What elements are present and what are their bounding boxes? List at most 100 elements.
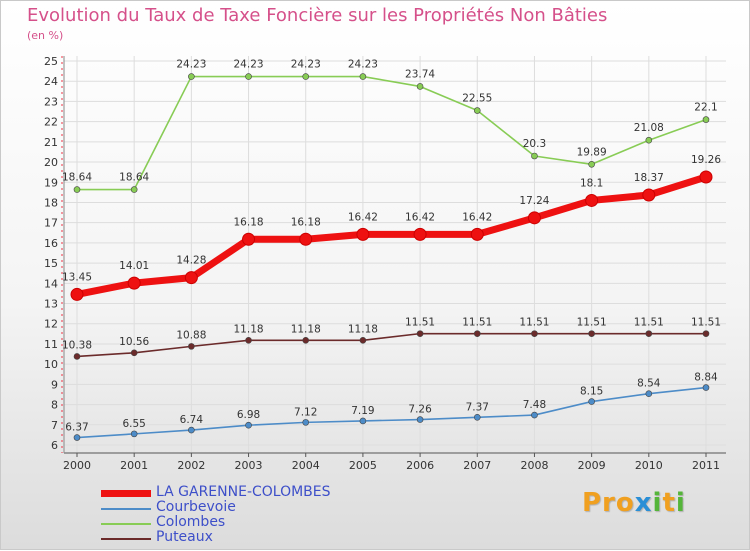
data-point [188, 426, 195, 434]
data-label: 19.89 [577, 146, 607, 158]
legend-label: Courbevoie [156, 499, 236, 515]
series-line-colombes [76, 75, 707, 191]
series-line-courbevoie [76, 386, 707, 439]
data-label: 22.1 [694, 102, 717, 114]
data-label: 6.55 [122, 418, 145, 430]
data-point [531, 152, 538, 160]
legend-swatch [101, 508, 151, 510]
data-point [302, 73, 310, 80]
data-point [473, 107, 481, 114]
y-tick-label: 7 [51, 419, 58, 432]
data-label: 16.18 [291, 216, 321, 228]
data-label: 24.23 [176, 59, 206, 71]
data-point [699, 170, 713, 184]
data-label: 16.42 [462, 211, 492, 223]
data-point [642, 188, 656, 202]
data-point [702, 384, 710, 391]
y-tick-label: 12 [44, 318, 58, 331]
legend-label: Puteaux [156, 529, 213, 545]
data-label: 11.51 [691, 317, 721, 329]
data-label: 18.37 [634, 172, 664, 184]
data-point [645, 330, 653, 337]
data-point [302, 419, 310, 426]
data-label: 14.01 [119, 260, 149, 272]
data-label: 13.45 [62, 271, 92, 283]
data-label: 23.74 [405, 68, 435, 80]
data-label: 11.51 [519, 317, 549, 329]
data-point [473, 414, 481, 421]
data-point [531, 411, 538, 419]
y-tick-label: 13 [44, 298, 58, 311]
data-point [588, 330, 595, 337]
data-point [245, 421, 252, 429]
data-point [531, 330, 538, 337]
data-label: 10.88 [176, 329, 206, 341]
data-point [470, 227, 484, 241]
x-tick-label: 2006 [406, 459, 434, 472]
x-tick-label: 2005 [349, 459, 377, 472]
y-tick-label: 8 [51, 399, 58, 412]
x-tick-label: 2011 [692, 459, 720, 472]
series-line-puteaux [76, 332, 707, 358]
data-label: 11.18 [234, 323, 264, 335]
y-tick-label: 18 [44, 196, 58, 209]
data-label: 24.23 [348, 59, 378, 71]
legend-label: Colombes [156, 514, 226, 530]
data-label: 11.51 [405, 317, 435, 329]
data-point [73, 434, 81, 441]
y-tick-label: 20 [44, 156, 58, 169]
y-tick-label: 19 [44, 176, 58, 189]
x-tick-label: 2010 [635, 459, 663, 472]
data-label: 7.19 [351, 405, 374, 417]
data-point [73, 186, 81, 193]
data-point [416, 330, 424, 337]
data-label: 22.55 [462, 93, 492, 105]
data-label: 10.56 [119, 336, 149, 348]
data-point [359, 73, 367, 80]
y-tick-label: 11 [44, 338, 58, 351]
data-label: 6.98 [237, 409, 260, 421]
data-point [130, 186, 138, 193]
unit-label: (en %) [27, 29, 64, 42]
data-label: 11.51 [634, 317, 664, 329]
data-label: 7.48 [523, 399, 546, 411]
y-tick-label: 6 [51, 439, 58, 452]
data-point [645, 136, 653, 144]
data-label: 8.54 [637, 378, 661, 390]
data-point [245, 73, 252, 80]
data-labels: 18.64 18.64 24.23 24.23 24.23 24.23 23.74 22.55… [62, 59, 721, 434]
data-label: 11.18 [291, 323, 321, 335]
data-point [416, 416, 424, 423]
x-tick-label: 2000 [63, 459, 91, 472]
x-tick-label: 2001 [120, 459, 148, 472]
data-point [588, 160, 595, 168]
series [70, 73, 713, 441]
legend-swatch [101, 490, 151, 497]
data-point [359, 337, 367, 344]
data-point [527, 211, 541, 225]
data-point [245, 337, 252, 344]
data-point [73, 353, 81, 360]
data-point [184, 271, 198, 285]
y-tick-label: 16 [44, 237, 58, 250]
y-tick-label: 22 [44, 116, 58, 129]
data-point [702, 116, 710, 123]
data-label: 24.23 [291, 59, 321, 71]
data-label: 24.23 [234, 59, 264, 71]
data-point [302, 337, 310, 344]
data-point [127, 276, 141, 290]
x-tick-label: 2008 [520, 459, 548, 472]
x-tick-label: 2004 [292, 459, 320, 472]
proxiti-logo: Proxiti [582, 488, 686, 518]
data-label: 16.42 [348, 211, 378, 223]
data-point [473, 330, 481, 337]
data-point [70, 287, 84, 301]
data-label: 18.64 [62, 172, 92, 184]
data-label: 11.18 [348, 323, 378, 335]
data-label: 11.51 [462, 317, 492, 329]
series-line-la-garenne-colombes [73, 173, 710, 298]
y-tick-label: 23 [44, 95, 58, 108]
data-point [359, 417, 367, 425]
